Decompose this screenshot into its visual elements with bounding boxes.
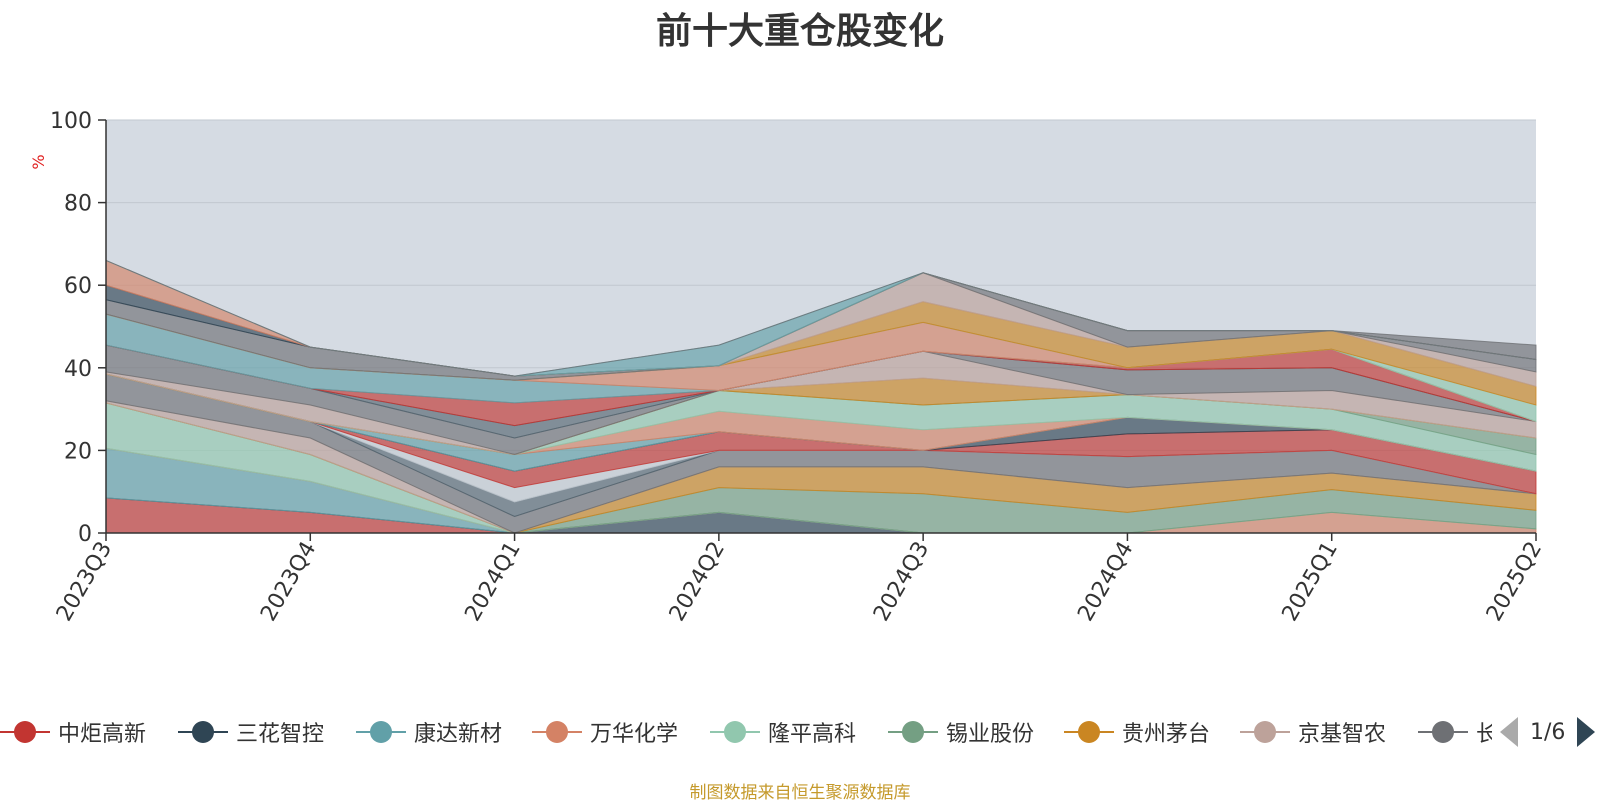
x-tick-label: 2024Q1 xyxy=(460,538,525,626)
legend-label: 中炬高新 xyxy=(58,722,147,747)
legend-marker-icon xyxy=(1064,712,1114,752)
legend-label: 长江电力 xyxy=(1476,722,1492,747)
legend-marker-icon xyxy=(1240,712,1290,752)
x-tick-label: 2023Q3 xyxy=(52,538,117,626)
legend-marker-icon xyxy=(0,712,50,752)
y-tick-label: 80 xyxy=(64,192,92,217)
legend-label: 三花智控 xyxy=(236,722,325,747)
legend-label: 隆平高科 xyxy=(768,722,857,747)
legend-label: 锡业股份 xyxy=(946,722,1035,747)
legend-marker-icon xyxy=(532,712,582,752)
source-note: 制图数据来自恒生聚源数据库 xyxy=(689,783,911,803)
area-series-贵研铂业 xyxy=(105,259,1537,377)
x-tick-label: 2023Q4 xyxy=(256,538,321,626)
legend-pager: 1/6 xyxy=(1500,712,1596,752)
x-tick-label: 2025Q2 xyxy=(1482,538,1547,626)
area-series xyxy=(105,259,1537,534)
legend-marker-icon xyxy=(356,712,406,752)
pager-prev-icon[interactable] xyxy=(1500,717,1518,747)
x-tick-label: 2024Q2 xyxy=(665,538,730,626)
y-tick-label: 100 xyxy=(50,109,92,134)
legend-item-三花智控[interactable]: 三花智控 xyxy=(178,712,324,752)
legend-items: 中炬高新 三花智控 康达新材 万华化学 隆平高科 锡业股份 贵州茅台 京基智农 长江电力 xyxy=(0,712,1492,752)
y-axis-unit-label: % xyxy=(29,154,48,169)
x-tick-label: 2025Q1 xyxy=(1278,538,1343,626)
y-tick-label: 0 xyxy=(78,522,92,547)
legend-item-中炬高新[interactable]: 中炬高新 xyxy=(0,712,146,752)
pager-next-icon[interactable] xyxy=(1577,717,1596,747)
legend-label: 贵州茅台 xyxy=(1122,722,1211,747)
legend-marker-icon xyxy=(710,712,760,752)
legend-item-锡业股份[interactable]: 锡业股份 xyxy=(888,712,1034,752)
x-tick-label: 2024Q3 xyxy=(869,538,934,626)
legend-item-康达新材[interactable]: 康达新材 xyxy=(356,712,502,752)
y-tick-label: 40 xyxy=(64,357,92,382)
legend-label: 万华化学 xyxy=(590,722,679,747)
legend-item-隆平高科[interactable]: 隆平高科 xyxy=(710,712,856,752)
x-tick-label: 2024Q4 xyxy=(1073,538,1138,626)
legend-item-京基智农[interactable]: 京基智农 xyxy=(1240,712,1386,752)
legend-marker-icon xyxy=(178,712,228,752)
legend-item-长江电力[interactable]: 长江电力 xyxy=(1418,712,1492,752)
legend-item-贵州茅台[interactable]: 贵州茅台 xyxy=(1064,712,1210,752)
legend: 中炬高新 三花智控 康达新材 万华化学 隆平高科 锡业股份 贵州茅台 京基智农 长江电力 1/6 xyxy=(0,712,1600,752)
legend-marker-icon xyxy=(888,712,938,752)
legend-label: 京基智农 xyxy=(1298,722,1387,747)
y-tick-label: 20 xyxy=(64,439,92,464)
legend-label: 康达新材 xyxy=(414,722,503,747)
y-tick-label: 60 xyxy=(64,274,92,299)
pager-page-text: 1/6 xyxy=(1530,719,1566,745)
legend-item-万华化学[interactable]: 万华化学 xyxy=(532,712,678,752)
legend-marker-icon xyxy=(1418,712,1468,752)
chart-title: 前十大重仓股变化 xyxy=(655,11,944,52)
